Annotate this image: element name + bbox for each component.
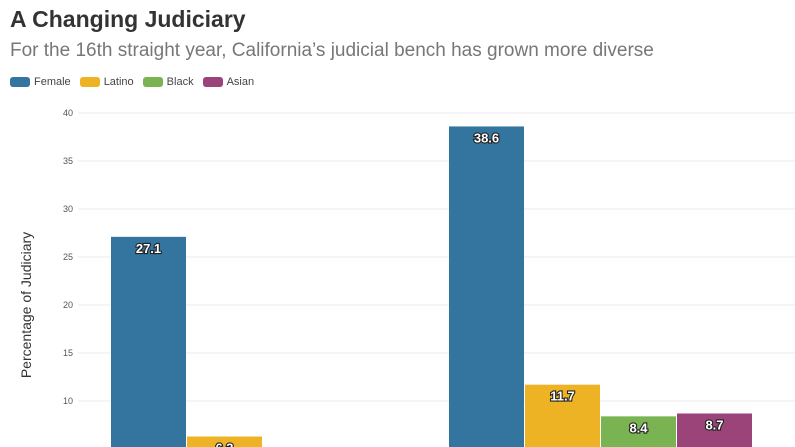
data-label: 11.7	[550, 389, 575, 404]
legend-swatch	[79, 77, 100, 87]
y-tick-label: 30	[63, 204, 73, 214]
data-label: 27.1	[136, 241, 161, 256]
y-axis-label: Percentage of Judiciary	[18, 232, 34, 378]
legend-item-latino[interactable]: Latino	[79, 76, 134, 88]
data-label: 8.7	[705, 417, 723, 432]
legend-label: Latino	[103, 76, 134, 88]
chart-title: A Changing Judiciary	[10, 6, 246, 32]
data-label: 6.3	[215, 441, 233, 447]
y-tick-label: 40	[63, 108, 73, 118]
bar-asian	[677, 413, 752, 447]
y-tick-label: 10	[63, 396, 73, 406]
data-label: 38.6	[474, 130, 499, 145]
y-tick-label: 20	[63, 300, 73, 310]
legend-swatch	[202, 77, 223, 87]
chart-subtitle: For the 16th straight year, California’s…	[10, 40, 654, 61]
legend-item-female[interactable]: Female	[10, 76, 71, 88]
legend: Female Latino Black Asian	[10, 76, 254, 88]
y-tick-label: 15	[63, 348, 73, 358]
legend-label: Black	[166, 76, 194, 88]
legend-swatch	[142, 77, 163, 87]
legend-label: Female	[34, 76, 71, 88]
bar-female	[111, 236, 186, 447]
y-tick-label: 25	[63, 252, 73, 262]
legend-swatch	[10, 77, 30, 87]
bar-female	[449, 126, 524, 447]
legend-item-black[interactable]: Black	[142, 76, 194, 88]
legend-item-asian[interactable]: Asian	[202, 76, 255, 88]
bar-latino	[187, 436, 262, 447]
legend-label: Asian	[226, 76, 255, 88]
data-label: 8.4	[629, 420, 648, 435]
bar-black	[601, 416, 676, 447]
bar-latino	[525, 384, 600, 447]
y-tick-label: 35	[63, 156, 73, 166]
